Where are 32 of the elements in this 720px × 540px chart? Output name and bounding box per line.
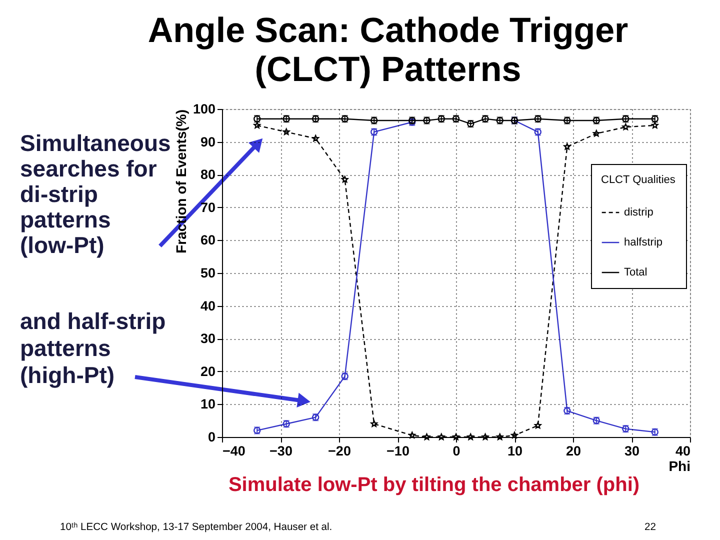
text: 10ᵗʰ LECC Workshop, 13-17 September 2004, Hauser et al.: [60, 522, 332, 533]
y-tick-label: 40: [200, 298, 216, 314]
text: and half-strip patterns (high-Pt): [20, 308, 166, 388]
x-tick-label: 20: [566, 444, 582, 458]
x-tick-label: 30: [624, 444, 640, 458]
y-tick-label: 90: [200, 134, 216, 150]
x-tick-label: 40: [675, 444, 690, 458]
legend-title: CLCT Qualities: [601, 174, 676, 186]
x-tick-label: 0: [452, 444, 460, 458]
y-tick-label: 30: [200, 331, 216, 346]
legend-label: distrip: [624, 206, 654, 218]
x-axis-title: Phi: [668, 458, 690, 474]
y-tick-label: 80: [200, 167, 216, 182]
y-tick-label: 60: [200, 232, 216, 248]
y-tick-label: 100: [192, 102, 216, 116]
y-tick-label: 20: [200, 364, 216, 379]
x-tick-label: −20: [328, 444, 351, 458]
text: 22: [644, 522, 656, 533]
y-tick-label: 50: [200, 266, 216, 280]
x-tick-label: −40: [222, 444, 246, 458]
x-tick-label: −30: [270, 444, 292, 458]
text: Simultaneous searches for di-strip patterns (low-Pt): [20, 130, 171, 258]
text: Simulate low-Pt by tilting the chamber (phi): [228, 474, 640, 496]
legend-label: Total: [624, 266, 648, 278]
y-tick-label: 0: [208, 430, 216, 444]
x-tick-label: 10: [507, 444, 523, 458]
x-tick-label: −10: [386, 444, 410, 458]
y-tick-label: 70: [200, 200, 216, 215]
legend-label: halfstrip: [624, 236, 663, 248]
y-axis-title: Fraction of Events(%): [172, 110, 189, 254]
chart-title: Angle Scan: Cathode Trigger (CLCT) Patterns: [148, 11, 629, 89]
y-tick-label: 10: [200, 396, 216, 412]
